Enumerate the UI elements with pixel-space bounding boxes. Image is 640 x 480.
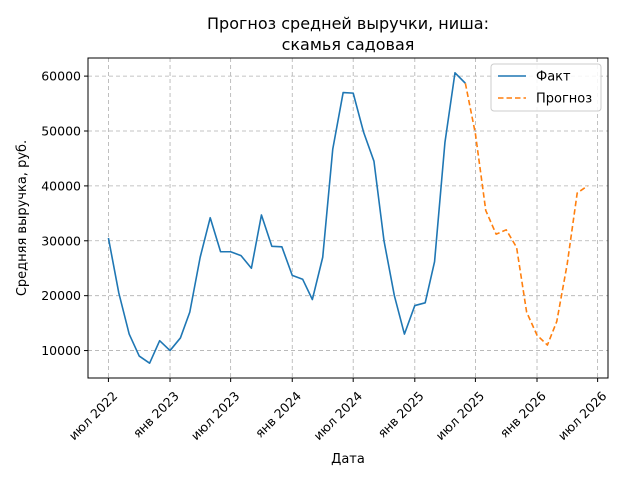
legend: Факт Прогноз <box>490 63 602 112</box>
chart-title-line-2: скамья садовая <box>282 35 415 54</box>
series-layer <box>107 72 589 364</box>
legend-label: Факт <box>536 70 571 85</box>
y-tick-label: 30000 <box>41 233 81 248</box>
y-tick-label: 60000 <box>41 69 81 84</box>
x-axis-label: Дата <box>331 452 365 467</box>
y-tick-label: 20000 <box>41 288 81 303</box>
y-tick-label: 10000 <box>41 343 81 358</box>
legend-label: Прогноз <box>536 92 592 107</box>
plot-frame <box>87 57 609 379</box>
y-tick-label: 50000 <box>41 124 81 139</box>
y-axis: 10000 20000 30000 40000 50000 60000 <box>41 69 88 358</box>
series-line-1 <box>107 72 466 364</box>
series-line-2 <box>464 83 589 346</box>
y-tick-label: 40000 <box>41 178 81 193</box>
grid <box>88 58 608 378</box>
y-axis-label: Средняя выручка, руб. <box>15 140 30 296</box>
chart-title-line-1: Прогноз средней выручки, ниша: <box>207 14 489 33</box>
